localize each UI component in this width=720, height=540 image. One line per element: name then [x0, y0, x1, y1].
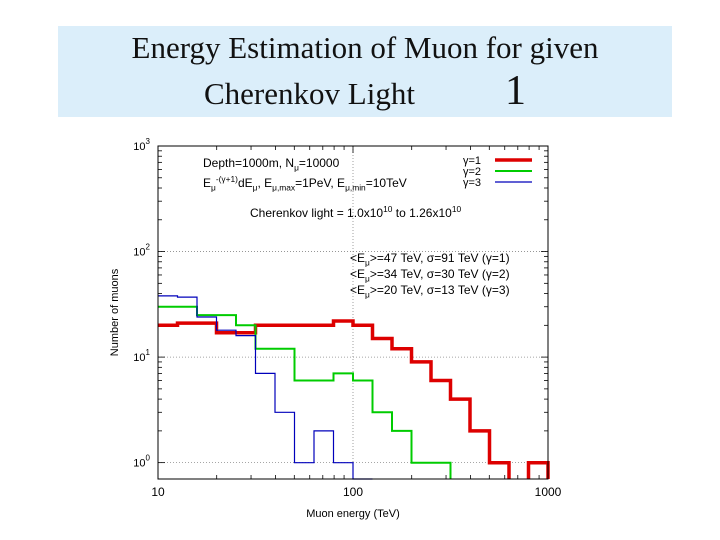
- stats-line-part: <E: [350, 251, 365, 265]
- annotation-cherenkov-part: 10: [452, 204, 462, 214]
- annotation-spectrum-part: μ,min: [345, 183, 366, 193]
- annotation-spectrum-part: , E: [257, 176, 272, 190]
- y-tick-label-base: 10: [133, 247, 145, 259]
- y-tick-label: 100: [133, 454, 150, 470]
- annotation-depth-part: μ: [294, 163, 299, 173]
- annotation-cherenkov: Cherenkov light = 1.0x1010 to 1.26x1010: [250, 204, 461, 220]
- annotation-spectrum-part: dE: [238, 176, 253, 190]
- annotation-spectrum-part: =1PeV, E: [295, 176, 345, 190]
- stats-line-part: >=47 TeV, σ=91 TeV (γ=1): [370, 251, 510, 265]
- legend-label: γ=1: [463, 155, 481, 167]
- x-axis-label: Muon energy (TeV): [306, 508, 400, 520]
- stats-line-part: >=20 TeV, σ=13 TeV (γ=3): [370, 283, 510, 297]
- y-tick-label-base: 10: [133, 458, 145, 470]
- series-γ=2-histogram: [158, 305, 452, 479]
- y-tick-label-exp: 2: [146, 243, 151, 252]
- annotation-cherenkov-part: 10: [383, 204, 393, 214]
- y-tick-label-base: 10: [133, 352, 145, 364]
- stats-line-part: μ: [365, 274, 370, 284]
- annotation-spectrum-part: E: [203, 176, 211, 190]
- stats-line-part: μ: [365, 258, 370, 268]
- annotation-spectrum: Eμ-(γ+1)dEμ, Eμ,max=1PeV, Eμ,min=10TeV: [203, 174, 407, 192]
- y-tick-label: 103: [133, 137, 150, 153]
- y-tick-label-exp: 3: [146, 137, 151, 146]
- stats-line: <Eμ>=34 TeV, σ=30 TeV (γ=2): [350, 267, 510, 284]
- stats-line-part: <E: [350, 283, 365, 297]
- slide-title-line1: Energy Estimation of Muon for given: [131, 30, 599, 65]
- stats-line-part: <E: [350, 267, 365, 281]
- stats-line-part: μ: [365, 290, 370, 300]
- slide-number: 1: [505, 68, 526, 114]
- y-tick-label: 102: [133, 243, 150, 259]
- series-γ=3-histogram: [158, 295, 373, 480]
- annotation-depth: Depth=1000m, Nμ=10000: [203, 156, 340, 173]
- stats-line: <Eμ>=47 TeV, σ=91 TeV (γ=1): [350, 251, 510, 268]
- annotation-spectrum-part: -(γ+1): [216, 174, 238, 184]
- title-box: Energy Estimation of Muon for given Cher…: [58, 26, 672, 117]
- legend-label: γ=3: [463, 177, 481, 189]
- annotation-depth-part: Depth=1000m, N: [203, 156, 294, 170]
- annotation-cherenkov-part: Cherenkov light = 1.0x10: [250, 206, 383, 220]
- annotation-depth-part: =10000: [299, 156, 340, 170]
- annotation-spectrum-part: μ: [253, 183, 258, 193]
- annotation-cherenkov-part: to 1.26x10: [392, 206, 452, 220]
- stats-line-part: >=34 TeV, σ=30 TeV (γ=2): [370, 267, 510, 281]
- x-tick-label: 100: [343, 485, 363, 499]
- stats-line: <Eμ>=20 TeV, σ=13 TeV (γ=3): [350, 283, 510, 300]
- y-tick-label-base: 10: [133, 141, 145, 153]
- x-tick-label: 1000: [535, 485, 562, 499]
- x-tick-label: 10: [151, 485, 165, 499]
- y-tick-label-exp: 1: [146, 348, 151, 357]
- y-tick-label: 101: [133, 348, 150, 364]
- annotation-spectrum-part: μ: [211, 183, 216, 193]
- plot-frame: [157, 145, 549, 480]
- y-axis-label: Number of muons: [109, 268, 121, 356]
- annotation-spectrum-part: μ,max: [272, 183, 296, 193]
- legend-label: γ=2: [463, 166, 481, 178]
- annotation-spectrum-part: =10TeV: [366, 176, 407, 190]
- y-tick-label-exp: 0: [146, 454, 151, 463]
- slide-title-line2: Cherenkov Light: [204, 76, 415, 111]
